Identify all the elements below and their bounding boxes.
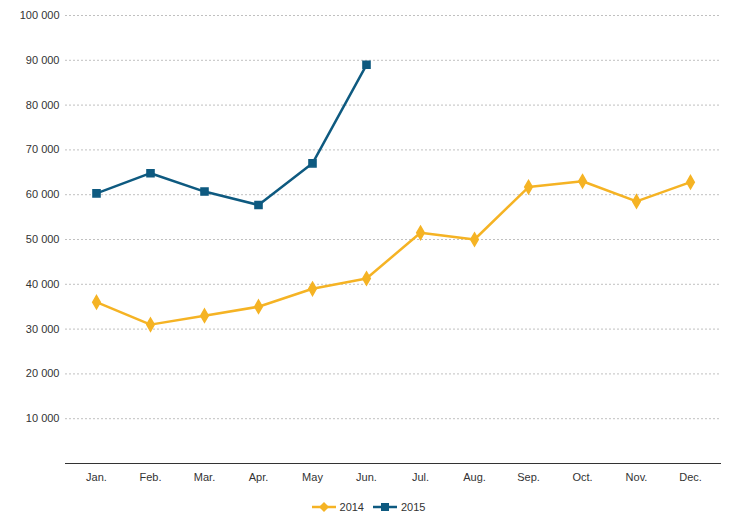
svg-text:80 000: 80 000 xyxy=(26,99,60,111)
svg-text:Sep.: Sep. xyxy=(517,471,540,483)
svg-text:Nov.: Nov. xyxy=(626,471,648,483)
svg-text:Mar.: Mar. xyxy=(194,471,215,483)
svg-text:50 000: 50 000 xyxy=(26,233,60,245)
svg-text:Dec.: Dec. xyxy=(679,471,702,483)
svg-text:Jul.: Jul. xyxy=(412,471,429,483)
svg-text:May: May xyxy=(302,471,323,483)
svg-text:40 000: 40 000 xyxy=(26,278,60,290)
svg-text:Oct.: Oct. xyxy=(572,471,592,483)
svg-text:10 000: 10 000 xyxy=(26,412,60,424)
html-text:2015: 2015 xyxy=(401,501,426,513)
svg-text:20 000: 20 000 xyxy=(26,367,60,379)
svg-text:90 000: 90 000 xyxy=(26,54,60,66)
svg-text:70 000: 70 000 xyxy=(26,143,60,155)
svg-text:Aug.: Aug. xyxy=(463,471,486,483)
svg-text:60 000: 60 000 xyxy=(26,188,60,200)
svg-text:100 000: 100 000 xyxy=(20,9,60,21)
html-text:2014: 2014 xyxy=(339,501,364,513)
svg-text:30 000: 30 000 xyxy=(26,323,60,335)
svg-text:Jun.: Jun. xyxy=(356,471,377,483)
svg-text:Jan.: Jan. xyxy=(86,471,107,483)
svg-text:Feb.: Feb. xyxy=(139,471,161,483)
svg-text:Apr.: Apr. xyxy=(249,471,269,483)
